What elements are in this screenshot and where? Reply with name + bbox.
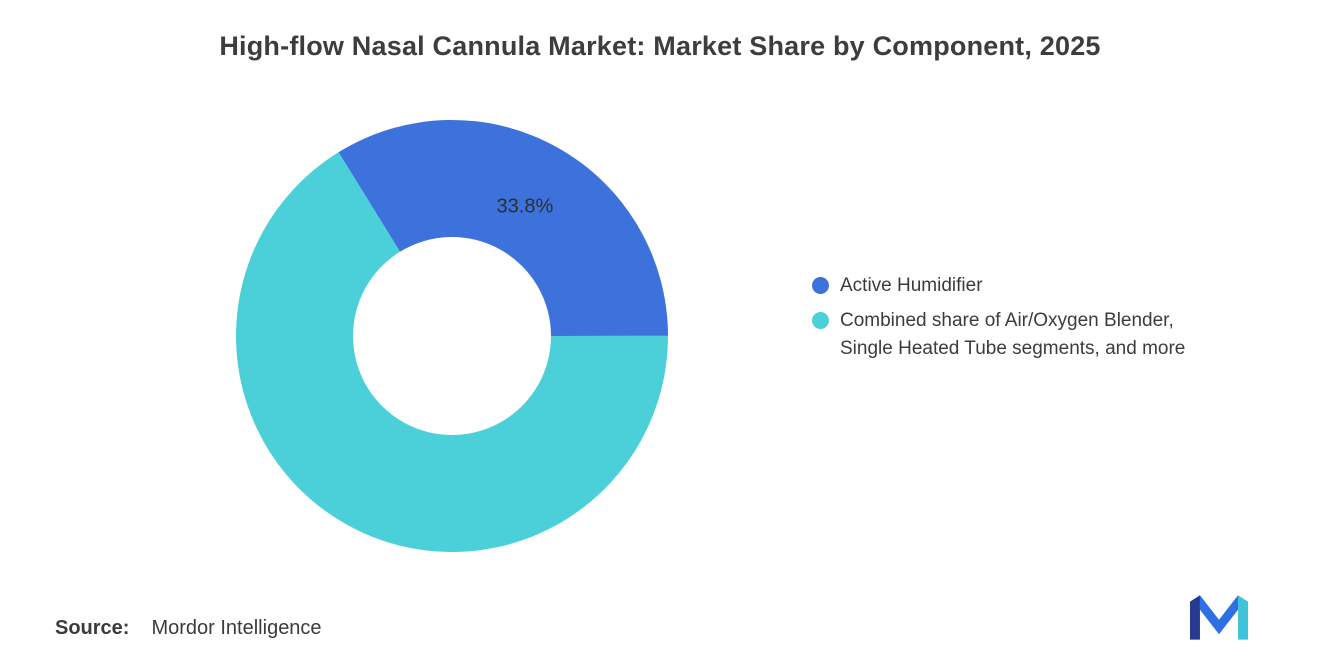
legend-item-active-humidifier: Active Humidifier: [812, 272, 1252, 300]
mordor-intelligence-logo: [1190, 595, 1248, 640]
legend-bullet-icon: [812, 277, 829, 294]
legend: Active Humidifier Combined share of Air/…: [812, 272, 1252, 370]
donut-slice: [338, 119, 668, 336]
legend-item-label: Active Humidifier: [840, 275, 983, 296]
legend-item-combined-share: Combined share of Air/Oxygen Blender, Si…: [812, 307, 1252, 363]
legend-bullet-icon: [812, 312, 829, 329]
source-value: Mordor Intelligence: [151, 617, 322, 639]
donut-chart-svg: 33.8%: [235, 119, 669, 552]
donut-slice: [235, 152, 669, 552]
donut-chart: 33.8%: [232, 116, 672, 556]
source-label: Source:: [55, 617, 130, 639]
slice-data-label: 33.8%: [497, 195, 554, 217]
source-row: Source: Mordor Intelligence: [55, 617, 322, 640]
chart-title: High-flow Nasal Cannula Market: Market S…: [219, 31, 1101, 61]
legend-item-label: Combined share of Air/Oxygen Blender, Si…: [840, 310, 1186, 359]
